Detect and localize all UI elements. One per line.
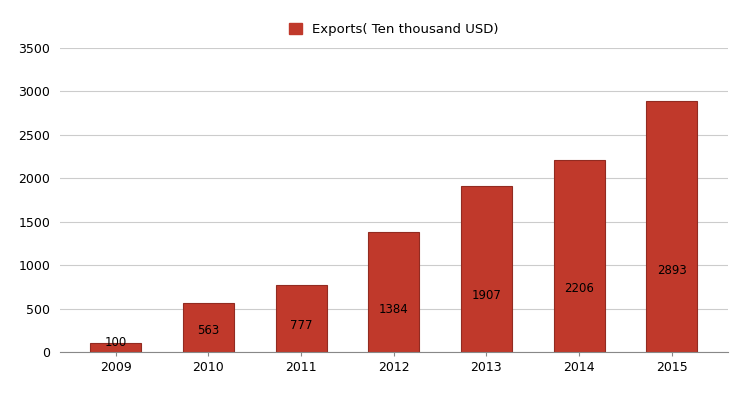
Text: 563: 563	[197, 324, 220, 337]
Bar	[646, 101, 698, 352]
Bar	[368, 232, 419, 352]
Bar	[554, 160, 604, 352]
Text: 777: 777	[290, 319, 312, 332]
Legend: Exports( Ten thousand USD): Exports( Ten thousand USD)	[284, 18, 504, 42]
Bar	[90, 343, 141, 352]
Text: 1907: 1907	[472, 289, 501, 302]
Text: 2893: 2893	[657, 264, 686, 277]
Text: 2206: 2206	[564, 282, 594, 294]
Bar	[276, 284, 326, 352]
Text: 1384: 1384	[379, 303, 409, 316]
Bar	[461, 186, 512, 352]
Text: 100: 100	[105, 336, 127, 349]
Bar	[183, 303, 234, 352]
